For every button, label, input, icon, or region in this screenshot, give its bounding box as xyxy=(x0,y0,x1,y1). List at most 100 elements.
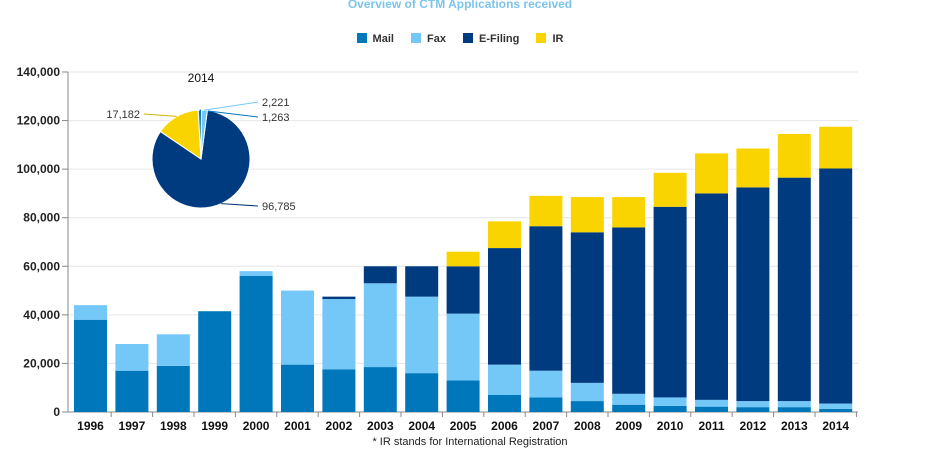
bar-mail-2000[interactable] xyxy=(239,276,273,412)
bar-mail-1999[interactable] xyxy=(198,311,232,412)
x-tick-label: 1997 xyxy=(119,419,146,433)
bar-mail-2003[interactable] xyxy=(363,367,397,412)
legend-swatch-efiling xyxy=(463,33,474,44)
x-tick-label: 2014 xyxy=(822,419,849,433)
pie-connector xyxy=(143,113,177,117)
bar-mail-1996[interactable] xyxy=(74,319,107,412)
pie-connector xyxy=(199,109,259,118)
bar-ir-2012[interactable] xyxy=(736,148,770,188)
bar-mail-2014[interactable] xyxy=(819,408,853,412)
bar-ir-2005[interactable] xyxy=(446,251,480,267)
y-tick-label: 140,000 xyxy=(17,65,61,79)
bar-mail-2013[interactable] xyxy=(777,407,811,412)
bar-fax-2004[interactable] xyxy=(405,296,439,374)
y-tick-label: 60,000 xyxy=(23,259,60,273)
bar-fax-2001[interactable] xyxy=(281,290,314,365)
legend-label-efiling: E-Filing xyxy=(479,33,520,46)
bar-ir-2014[interactable] xyxy=(819,126,853,169)
bar-fax-1997[interactable] xyxy=(115,344,149,371)
y-tick-label: 120,000 xyxy=(17,114,61,128)
y-tick-label: 40,000 xyxy=(23,308,60,322)
legend-item-mail[interactable]: Mail xyxy=(356,33,394,45)
legend-swatch-ir xyxy=(536,33,547,44)
bar-mail-2005[interactable] xyxy=(446,380,480,412)
y-tick-label: 20,000 xyxy=(23,356,60,370)
x-tick-label: 2009 xyxy=(615,419,642,433)
inset-pie-chart: 2014 96,785 17,182 1,263 2,221 xyxy=(106,71,295,213)
bar-mail-2004[interactable] xyxy=(405,373,439,412)
bar-efiling-2003[interactable] xyxy=(363,266,397,284)
y-tick-label: 80,000 xyxy=(23,211,60,225)
bar-efiling-2002[interactable] xyxy=(322,296,356,300)
chart-legend: Mail Fax E-Filing IR xyxy=(0,33,920,45)
bar-efiling-2011[interactable] xyxy=(695,193,728,400)
legend-swatch-mail xyxy=(356,33,367,44)
bar-efiling-2005[interactable] xyxy=(446,266,480,314)
bar-mail-2012[interactable] xyxy=(736,407,770,412)
bar-mail-2011[interactable] xyxy=(695,406,728,412)
bar-mail-2007[interactable] xyxy=(529,397,563,412)
x-tick-label: 2006 xyxy=(491,419,518,433)
bar-fax-1996[interactable] xyxy=(74,305,107,320)
bar-fax-2000[interactable] xyxy=(239,271,273,276)
bar-fax-1998[interactable] xyxy=(156,334,190,366)
bar-ir-2006[interactable] xyxy=(488,221,521,249)
pie-slice-fax[interactable] xyxy=(200,109,208,160)
x-tick-label: 2013 xyxy=(781,419,808,433)
pie-data-label: 2,221 xyxy=(262,97,290,109)
bar-efiling-2014[interactable] xyxy=(819,168,853,404)
legend-item-fax[interactable]: Fax xyxy=(411,33,446,45)
bar-fax-2003[interactable] xyxy=(363,283,397,368)
pie-connector xyxy=(204,101,259,111)
bar-fax-2013[interactable] xyxy=(777,401,811,408)
bar-mail-1997[interactable] xyxy=(115,370,149,412)
bars xyxy=(74,126,853,413)
bar-fax-2002[interactable] xyxy=(322,299,356,370)
bar-efiling-2006[interactable] xyxy=(488,248,521,365)
x-tick-label: 2003 xyxy=(367,419,394,433)
bar-ir-2011[interactable] xyxy=(695,153,728,194)
bar-mail-2010[interactable] xyxy=(653,405,687,412)
bar-mail-1998[interactable] xyxy=(156,365,190,412)
x-tick-label: 2010 xyxy=(657,419,684,433)
bar-mail-2006[interactable] xyxy=(488,395,521,412)
bar-ir-2007[interactable] xyxy=(529,195,563,227)
bar-mail-2008[interactable] xyxy=(570,401,604,412)
x-tick-label: 1998 xyxy=(160,419,187,433)
legend-item-efiling[interactable]: E-Filing xyxy=(463,33,519,45)
pie-data-label: 1,263 xyxy=(262,112,290,124)
bar-efiling-2010[interactable] xyxy=(653,206,687,398)
bar-fax-2014[interactable] xyxy=(819,403,853,409)
bar-mail-2009[interactable] xyxy=(612,404,646,412)
x-tick-label: 2004 xyxy=(408,419,435,433)
bar-ir-2013[interactable] xyxy=(777,133,811,178)
bar-fax-2009[interactable] xyxy=(612,393,646,405)
bar-fax-2008[interactable] xyxy=(570,382,604,402)
x-tick-label: 2011 xyxy=(698,419,724,433)
bar-efiling-2013[interactable] xyxy=(777,177,811,402)
bar-fax-2011[interactable] xyxy=(695,399,728,407)
bar-fax-2010[interactable] xyxy=(653,397,687,406)
pie-connector xyxy=(221,203,259,207)
bar-mail-2002[interactable] xyxy=(322,369,356,413)
bar-ir-2010[interactable] xyxy=(653,172,687,207)
bar-efiling-2009[interactable] xyxy=(612,227,646,394)
legend-item-ir[interactable]: IR xyxy=(536,33,563,45)
bar-ir-2008[interactable] xyxy=(570,197,604,233)
y-tick-label: 100,000 xyxy=(17,162,61,176)
bar-fax-2007[interactable] xyxy=(529,370,563,398)
axes: 0 20,000 40,000 60,000 80,000 100,000 120,000 1… xyxy=(17,65,858,433)
bar-ir-2009[interactable] xyxy=(612,197,646,228)
bar-efiling-2012[interactable] xyxy=(736,187,770,402)
legend-swatch-fax xyxy=(411,33,422,44)
pie-data-label: 96,785 xyxy=(262,201,296,213)
bar-efiling-2004[interactable] xyxy=(405,266,439,297)
bar-fax-2005[interactable] xyxy=(446,313,480,381)
bar-efiling-2007[interactable] xyxy=(529,226,563,371)
x-tick-label: 2002 xyxy=(326,419,353,433)
bar-fax-2012[interactable] xyxy=(736,401,770,408)
x-tick-label: 2000 xyxy=(243,419,270,433)
bar-mail-2001[interactable] xyxy=(281,364,314,412)
bar-efiling-2008[interactable] xyxy=(570,232,604,383)
bar-fax-2006[interactable] xyxy=(488,364,521,395)
